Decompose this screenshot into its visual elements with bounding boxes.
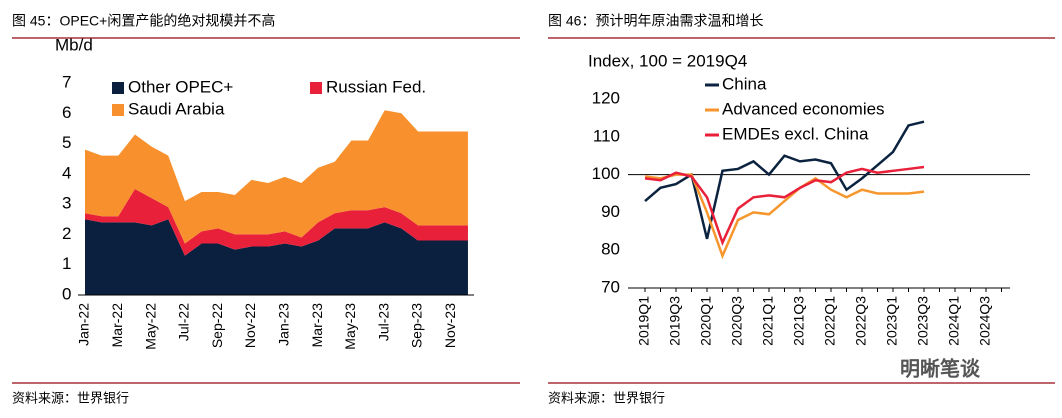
legend-label: Advanced economies <box>722 99 885 118</box>
y-tick-label: 4 <box>62 163 71 182</box>
line <box>644 173 925 260</box>
x-tick-label: Sep-23 <box>409 303 425 348</box>
y-tick-label: 90 <box>601 202 620 221</box>
x-tick-label: 2023Q1 <box>884 296 900 346</box>
x-tick-label: Jan-22 <box>76 303 92 346</box>
y-tick-label: 7 <box>62 72 71 91</box>
x-tick-label: May-23 <box>342 303 358 350</box>
y-tick-label: 6 <box>62 103 71 122</box>
x-tick-label: Mar-22 <box>109 303 125 348</box>
x-tick-label: Mar-23 <box>309 303 325 348</box>
legend-label: China <box>722 74 767 93</box>
y-axis-title: Index, 100 = 2019Q4 <box>588 51 747 70</box>
legend-swatch <box>310 82 322 94</box>
y-tick-label: 110 <box>593 126 620 145</box>
x-tick-label: 2022Q3 <box>853 296 869 346</box>
y-tick-label: 2 <box>62 224 71 243</box>
chart-title: 图 45：OPEC+闲置产能的绝对规模并不高 <box>12 13 275 29</box>
legend-label: Saudi Arabia <box>128 99 225 118</box>
legend-swatch <box>112 82 124 94</box>
watermark: 明晰笔谈 <box>900 356 981 380</box>
line <box>644 165 925 247</box>
area <box>85 219 468 295</box>
source: 资料来源：世界银行 <box>548 390 665 405</box>
source: 资料来源：世界银行 <box>12 390 129 405</box>
x-tick-label: 2023Q3 <box>915 296 931 346</box>
x-tick-label: Jan-23 <box>276 303 292 346</box>
x-tick-label: Jul-22 <box>176 303 192 341</box>
y-axis-title: Mb/d <box>55 35 93 54</box>
y-tick-label: 120 <box>592 88 620 107</box>
legend-label: Other OPEC+ <box>128 77 233 96</box>
y-tick-label: 70 <box>601 277 620 296</box>
x-tick-label: 2020Q1 <box>698 296 714 346</box>
x-tick-label: 2021Q3 <box>791 296 807 346</box>
y-tick-label: 100 <box>592 164 620 183</box>
x-tick-label: 2020Q3 <box>729 296 745 346</box>
x-tick-label: 2024Q1 <box>946 296 962 346</box>
x-tick-label: 2019Q3 <box>667 296 683 346</box>
legend-swatch <box>112 104 124 116</box>
y-tick-label: 5 <box>62 133 71 152</box>
x-tick-label: 2024Q3 <box>977 296 993 346</box>
chart-title: 图 46：预计明年原油需求温和增长 <box>548 13 763 29</box>
area <box>85 110 468 244</box>
x-tick-label: 2021Q1 <box>760 296 776 346</box>
x-tick-label: Sep-22 <box>209 303 225 348</box>
x-tick-label: 2019Q1 <box>636 296 652 346</box>
legend-label: EMDEs excl. China <box>722 124 869 143</box>
y-tick-label: 3 <box>62 194 71 213</box>
area <box>85 189 468 256</box>
x-tick-label: Nov-23 <box>442 303 458 348</box>
y-tick-label: 80 <box>601 240 620 259</box>
legend-label: Russian Fed. <box>326 77 426 96</box>
x-tick-label: May-22 <box>142 303 158 350</box>
x-tick-label: Jul-23 <box>375 303 391 341</box>
x-tick-label: Nov-22 <box>242 303 258 348</box>
y-tick-label: 1 <box>62 254 71 273</box>
x-tick-label: 2022Q1 <box>822 296 838 346</box>
y-tick-label: 0 <box>62 284 71 303</box>
